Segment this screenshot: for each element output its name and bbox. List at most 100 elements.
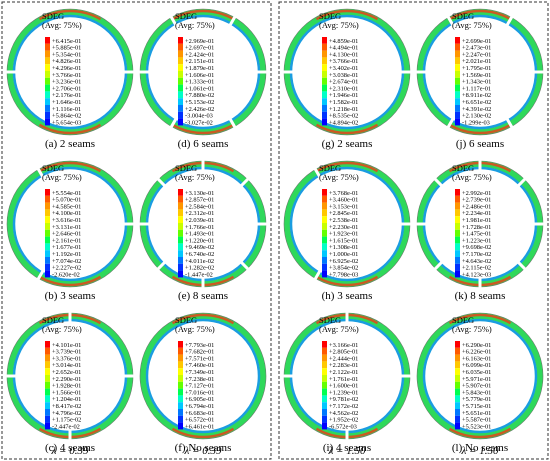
legend-swatch bbox=[178, 361, 183, 369]
legend-swatch bbox=[455, 229, 460, 237]
legend-value: +7.798e-03 bbox=[329, 271, 358, 278]
legend-value: +2.739e-01 bbox=[462, 197, 491, 204]
legend-swatch bbox=[322, 388, 327, 396]
legend-value: +1.569e-01 bbox=[462, 72, 491, 79]
damage-arc-top bbox=[38, 161, 102, 173]
legend-value: +7.074e-02 bbox=[52, 258, 81, 265]
legend-title-line: (Avg: 75%) bbox=[175, 172, 215, 182]
legend-value: +1.218e-01 bbox=[329, 106, 358, 113]
legend-swatch bbox=[455, 270, 460, 278]
legend-value: +2.845e-01 bbox=[329, 210, 358, 217]
legend-swatch bbox=[455, 236, 460, 244]
legend-title-line: (Avg: 75%) bbox=[175, 324, 215, 334]
legend-title-line: SDEG bbox=[175, 163, 197, 173]
legend-title-line: (Avg: 75%) bbox=[452, 172, 492, 182]
legend-swatch bbox=[178, 71, 183, 78]
seam-gap bbox=[516, 177, 527, 188]
legend-title-line: (Avg: 75%) bbox=[42, 172, 82, 182]
legend-swatch bbox=[455, 84, 460, 92]
legend-value: +5.523e-01 bbox=[462, 423, 491, 430]
legend-swatch bbox=[455, 243, 460, 251]
panel-caption: (j) 6 seams bbox=[456, 138, 504, 150]
legend-value: +1.192e-01 bbox=[52, 251, 81, 258]
legend-title-line: (Avg: 75%) bbox=[319, 324, 359, 334]
legend-swatch bbox=[322, 415, 327, 423]
legend-swatch bbox=[45, 229, 50, 237]
legend-value: -2.447e-02 bbox=[52, 423, 80, 430]
legend-value: +2.227e-02 bbox=[52, 265, 81, 272]
legend-swatch bbox=[178, 189, 183, 196]
legend-swatch bbox=[178, 57, 183, 65]
legend-swatch bbox=[178, 395, 183, 403]
legend-value: +1.728e-01 bbox=[462, 224, 491, 231]
legend-value: +3.739e-01 bbox=[52, 349, 81, 356]
damage-arc-top bbox=[171, 9, 235, 21]
legend-swatch bbox=[322, 347, 327, 355]
legend-title-line: (Avg: 75%) bbox=[42, 20, 82, 30]
damage-arc-top bbox=[171, 313, 235, 325]
legend-swatch bbox=[178, 37, 183, 44]
legend-swatch bbox=[178, 50, 183, 58]
legend-value: +6.290e-01 bbox=[462, 342, 491, 349]
legend-value: +3.153e-01 bbox=[329, 203, 358, 210]
legend-swatch bbox=[455, 216, 460, 223]
legend-value: +2.161e-01 bbox=[52, 237, 81, 244]
legend-swatch bbox=[322, 209, 327, 217]
damage-arc-bottom bbox=[448, 123, 512, 135]
legend-swatch bbox=[45, 111, 50, 119]
panel-caption: (d) 6 seams bbox=[178, 138, 229, 150]
seam-gap bbox=[516, 260, 527, 271]
ring-inner-band bbox=[145, 318, 261, 434]
legend-title-line: SDEG bbox=[319, 163, 341, 173]
legend-swatch bbox=[178, 91, 183, 99]
legend-value: +2.473e-01 bbox=[462, 45, 491, 52]
lambda-labels: λ = 0.39 λ = 0.39 λ = 1.50 λ = 1.50 bbox=[51, 445, 499, 457]
damage-arc-bottom bbox=[315, 123, 379, 135]
legend-swatch bbox=[178, 209, 183, 217]
legend-value: +2.486e-01 bbox=[462, 203, 491, 210]
legend-value: +2.424e-01 bbox=[185, 51, 214, 58]
legend-value: +1.677e-01 bbox=[52, 244, 81, 251]
legend-swatch bbox=[322, 43, 327, 51]
legend-swatch bbox=[455, 250, 460, 257]
legend-value: +7.571e-01 bbox=[185, 355, 214, 362]
legend-swatch bbox=[322, 375, 327, 382]
legend-title-line: (Avg: 75%) bbox=[452, 20, 492, 30]
legend-value: +1.582e-01 bbox=[329, 99, 358, 106]
legend-value: +2.697e-01 bbox=[185, 45, 214, 52]
legend-swatch bbox=[45, 395, 50, 403]
legend-title-line: SDEG bbox=[319, 11, 341, 21]
legend-swatch bbox=[45, 91, 50, 99]
legend-swatch bbox=[45, 195, 50, 203]
legend-swatch bbox=[322, 71, 327, 78]
legend-value: +1.117e-01 bbox=[462, 85, 491, 92]
legend-value: +3.402e-01 bbox=[329, 65, 358, 72]
legend-value: +1.981e-01 bbox=[462, 217, 491, 224]
seam-gap bbox=[446, 15, 455, 27]
legend-swatch bbox=[45, 402, 50, 409]
legend-value: +2.021e-01 bbox=[462, 58, 491, 65]
legend-value: +4.101e-01 bbox=[52, 342, 81, 349]
legend-value: +2.426e-02 bbox=[185, 106, 214, 113]
legend-swatch bbox=[45, 37, 50, 44]
panel-caption: (a) 2 seams bbox=[45, 138, 95, 150]
damage-arc-bottom bbox=[38, 123, 102, 135]
legend-value: +6.099e-01 bbox=[462, 362, 491, 369]
seam-gap bbox=[505, 117, 514, 129]
panel-5: SDEG(Avg: 75%) +3.130e-01+2.857e-01+2.584… bbox=[139, 160, 267, 302]
legend-value: +2.151e-01 bbox=[185, 58, 214, 65]
legend-swatch bbox=[455, 71, 460, 78]
legend-swatch bbox=[455, 415, 460, 423]
legend-value: +1.646e-01 bbox=[52, 99, 81, 106]
legend-value: +2.310e-01 bbox=[329, 85, 358, 92]
legend-swatch bbox=[455, 347, 460, 355]
legend-value: +9.469e-02 bbox=[185, 244, 214, 251]
panel-10: SDEG(Avg: 75%) +3.166e-01+2.805e-01+2.444… bbox=[283, 312, 411, 454]
legend-swatch bbox=[45, 118, 50, 126]
legend-value: +1.493e-01 bbox=[185, 231, 214, 238]
legend-swatch bbox=[45, 361, 50, 369]
legend-value: +1.116e-01 bbox=[52, 106, 81, 113]
legend-swatch bbox=[45, 43, 50, 51]
legend-swatch bbox=[178, 388, 183, 396]
